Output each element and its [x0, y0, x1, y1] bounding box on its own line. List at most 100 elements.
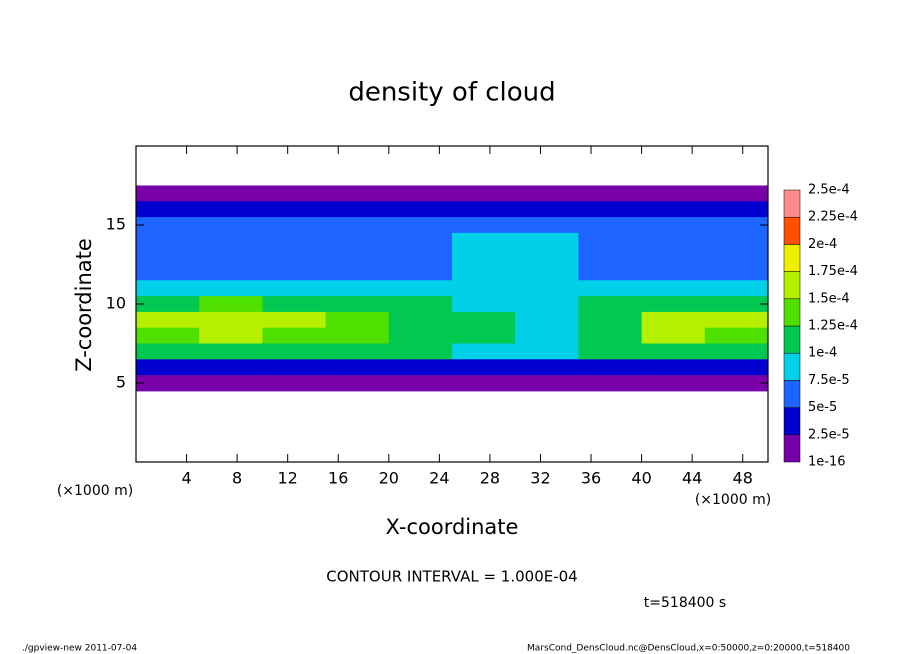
heat-cell [515, 280, 579, 297]
y-tick-label: 15 [106, 215, 126, 234]
heat-cell [136, 217, 200, 234]
colorbar-label: 2.5e-5 [808, 427, 850, 442]
y-tick-label: 10 [106, 294, 126, 313]
heatmap [136, 185, 769, 392]
heat-cell [262, 280, 327, 297]
heat-cell [641, 217, 706, 234]
heat-cell [515, 185, 579, 202]
heat-cell [262, 264, 327, 281]
heat-cell [388, 201, 453, 218]
time-label: t=518400 s [644, 595, 726, 611]
heat-cell [262, 296, 327, 313]
heat-cell [262, 375, 327, 392]
heat-cell [388, 343, 453, 360]
heat-cell [136, 375, 200, 392]
x-tick-label: 4 [181, 469, 191, 488]
heat-cell [641, 280, 706, 297]
colorbar-band [783, 244, 801, 272]
heat-cell [452, 232, 516, 250]
heat-cell [262, 327, 327, 344]
colorbar-band [783, 216, 801, 245]
heat-cell [388, 264, 453, 281]
heat-cell [262, 217, 327, 234]
heat-cell [704, 201, 769, 218]
heat-cell [325, 343, 390, 360]
x-tick-label: 48 [733, 469, 753, 488]
heat-cell [515, 201, 579, 218]
heat-cell [452, 264, 516, 281]
heat-cell [578, 217, 643, 234]
heat-cell [388, 248, 453, 265]
heat-cell [199, 185, 263, 202]
heat-cell [262, 311, 327, 329]
heat-cell [704, 327, 769, 344]
colorbar-band [783, 380, 801, 408]
heat-cell [136, 264, 200, 281]
heat-cell [199, 232, 263, 250]
heat-cell [704, 217, 769, 234]
colorbar-label: 1e-4 [808, 346, 837, 361]
heat-cell [388, 217, 453, 234]
x-tick-label: 20 [379, 469, 399, 488]
heat-cell [641, 264, 706, 281]
heat-cell [515, 359, 579, 376]
heat-cell [136, 327, 200, 344]
heat-cell [136, 311, 200, 329]
heat-cell [578, 248, 643, 265]
heat-cell [515, 375, 579, 392]
heat-cell [515, 232, 579, 250]
heat-cell [388, 296, 453, 313]
heat-cell [704, 359, 769, 376]
heat-cell [325, 185, 390, 202]
heat-cell [578, 327, 643, 344]
heat-cell [452, 311, 516, 329]
heat-cell [641, 311, 706, 329]
heat-cell [388, 375, 453, 392]
heat-cell [262, 232, 327, 250]
heat-cell [704, 311, 769, 329]
heat-cell [452, 185, 516, 202]
heat-cell [704, 232, 769, 250]
heat-cell [262, 185, 327, 202]
heat-cell [262, 201, 327, 218]
colorbar-label: 2.25e-4 [808, 210, 858, 225]
x-tick-label: 24 [429, 469, 449, 488]
heat-cell [452, 296, 516, 313]
colorbar-band [783, 189, 801, 218]
y-unit: (×1000 m) [57, 483, 133, 499]
heat-cell [452, 201, 516, 218]
heat-cell [704, 343, 769, 360]
heat-cell [641, 296, 706, 313]
x-axis-label: X-coordinate [386, 515, 519, 539]
heat-cell [325, 327, 390, 344]
heat-cell [578, 359, 643, 376]
heat-cell [641, 359, 706, 376]
y-axis-label: Z-coordinate [72, 238, 96, 372]
colorbar-band [783, 352, 801, 381]
heat-cell [704, 264, 769, 281]
colorbar-band [783, 407, 801, 436]
heat-cell [515, 311, 579, 329]
heat-cell [136, 280, 200, 297]
heat-cell [325, 311, 390, 329]
heat-cell [199, 217, 263, 234]
heat-cell [136, 296, 200, 313]
colorbar-band [783, 325, 801, 354]
x-tick-label: 36 [581, 469, 601, 488]
heat-cell [452, 217, 516, 234]
colorbar-label: 2.5e-4 [808, 183, 850, 198]
colorbar-band [783, 434, 801, 463]
heat-cell [388, 327, 453, 344]
x-tick-label: 8 [232, 469, 242, 488]
x-tick-label: 28 [480, 469, 500, 488]
heat-cell [641, 343, 706, 360]
heat-cell [704, 375, 769, 392]
heat-cell [325, 232, 390, 250]
colorbar-label: 5e-5 [808, 400, 837, 415]
contour-interval: CONTOUR INTERVAL = 1.000E-04 [326, 568, 577, 586]
heat-cell [199, 264, 263, 281]
heat-cell [452, 343, 516, 360]
heat-cell [452, 375, 516, 392]
colorbar-band [783, 298, 801, 327]
x-tick-label: 12 [278, 469, 298, 488]
